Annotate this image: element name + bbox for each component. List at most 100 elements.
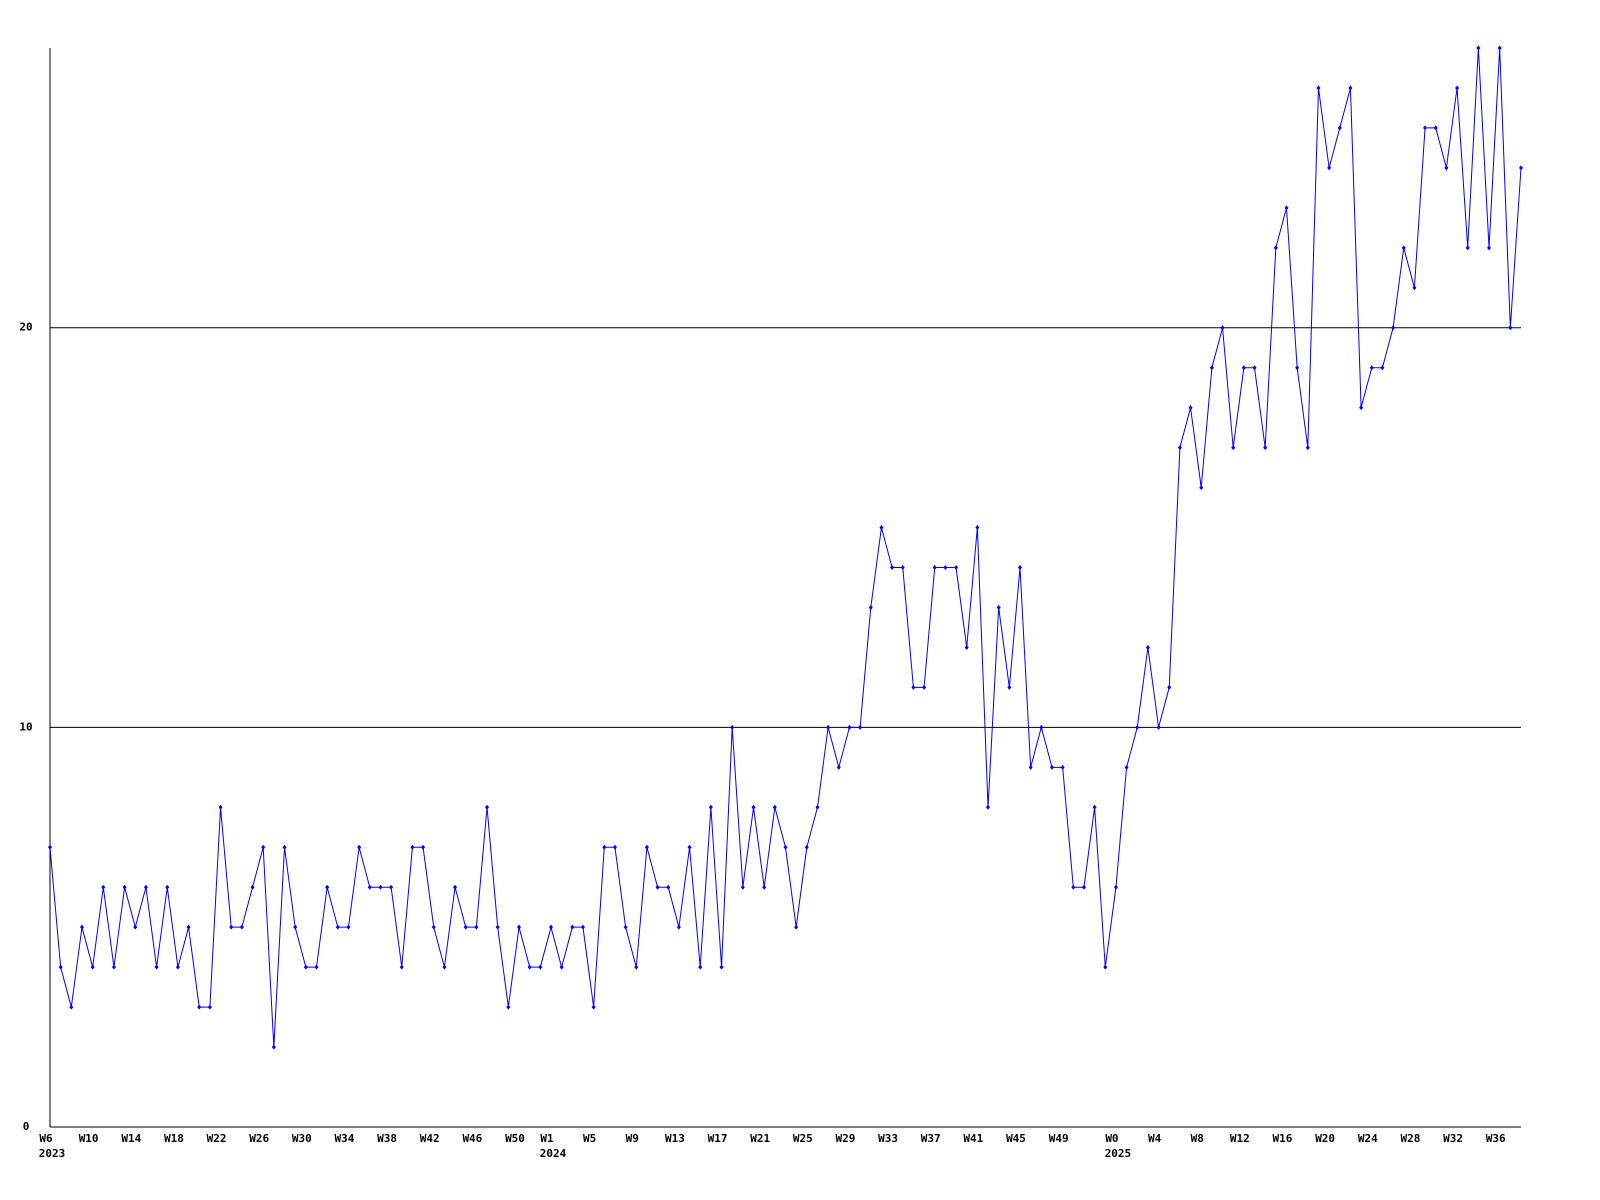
x-tick-label: W22 bbox=[207, 1132, 227, 1145]
data-point bbox=[1327, 165, 1332, 171]
x-tick-label: W49 bbox=[1049, 1132, 1069, 1145]
data-point bbox=[1231, 445, 1236, 451]
x-tick-label: W41 bbox=[963, 1132, 983, 1145]
data-point bbox=[868, 604, 873, 610]
x-tick-label: W26 bbox=[249, 1132, 269, 1145]
data-point bbox=[708, 804, 713, 810]
x-tick-label: W46 bbox=[462, 1132, 482, 1145]
data-point bbox=[1284, 205, 1289, 211]
data-point bbox=[335, 924, 340, 930]
data-point bbox=[612, 844, 617, 850]
data-point bbox=[367, 884, 372, 890]
data-point bbox=[175, 964, 180, 970]
data-point bbox=[453, 884, 458, 890]
data-point bbox=[911, 684, 916, 690]
data-point bbox=[1113, 884, 1118, 890]
x-tick-label: W0 bbox=[1105, 1132, 1118, 1145]
data-point bbox=[474, 924, 479, 930]
data-point bbox=[485, 804, 490, 810]
x-tick-label: W6 bbox=[39, 1132, 53, 1145]
data-point bbox=[548, 924, 553, 930]
x-tick-label: W8 bbox=[1191, 1132, 1204, 1145]
data-point bbox=[538, 964, 543, 970]
x-tick-label: W21 bbox=[750, 1132, 770, 1145]
data-point bbox=[250, 884, 255, 890]
data-point bbox=[1018, 565, 1023, 571]
data-point bbox=[1167, 684, 1172, 690]
data-point bbox=[261, 844, 266, 850]
data-point bbox=[932, 565, 937, 571]
data-point bbox=[239, 924, 244, 930]
data-point bbox=[719, 964, 724, 970]
x-tick-label: W13 bbox=[665, 1132, 685, 1145]
x-year-label: 2025 bbox=[1105, 1147, 1132, 1160]
data-point bbox=[282, 844, 287, 850]
data-point bbox=[996, 604, 1001, 610]
data-point bbox=[463, 924, 468, 930]
x-tick-label: W36 bbox=[1486, 1132, 1506, 1145]
x-tick-label: W32 bbox=[1443, 1132, 1463, 1145]
data-point bbox=[815, 804, 820, 810]
data-point bbox=[570, 924, 575, 930]
data-point bbox=[954, 565, 959, 571]
data-point bbox=[1049, 764, 1054, 770]
data-point bbox=[1252, 365, 1257, 371]
data-point bbox=[858, 724, 863, 730]
data-point bbox=[48, 844, 52, 850]
data-point bbox=[1124, 764, 1129, 770]
data-point bbox=[634, 964, 639, 970]
data-point bbox=[1028, 764, 1033, 770]
data-point bbox=[794, 924, 799, 930]
data-point bbox=[442, 964, 447, 970]
data-point bbox=[271, 1044, 276, 1050]
data-point bbox=[154, 964, 159, 970]
data-point bbox=[580, 924, 585, 930]
data-point bbox=[399, 964, 404, 970]
data-point bbox=[1103, 964, 1108, 970]
data-point bbox=[122, 884, 127, 890]
data-point bbox=[517, 924, 522, 930]
x-tick-label: W24 bbox=[1358, 1132, 1378, 1145]
data-point bbox=[1156, 724, 1161, 730]
data-point bbox=[527, 964, 532, 970]
data-point bbox=[1401, 245, 1406, 251]
x-tick-label: W5 bbox=[583, 1132, 596, 1145]
data-point bbox=[1199, 485, 1204, 491]
data-point bbox=[133, 924, 138, 930]
series-line bbox=[49, 47, 1522, 1048]
data-point bbox=[506, 1004, 511, 1010]
data-point bbox=[591, 1004, 596, 1010]
data-point bbox=[410, 844, 415, 850]
data-point bbox=[559, 964, 564, 970]
x-tick-label: W33 bbox=[878, 1132, 898, 1145]
data-point bbox=[1092, 804, 1097, 810]
data-point bbox=[1508, 325, 1513, 331]
data-point bbox=[325, 884, 330, 890]
data-point bbox=[1348, 85, 1353, 91]
data-point bbox=[847, 724, 852, 730]
data-point bbox=[1209, 365, 1214, 371]
data-point bbox=[207, 1004, 212, 1010]
data-point bbox=[293, 924, 298, 930]
data-point bbox=[1263, 445, 1268, 451]
data-point bbox=[943, 565, 948, 571]
data-point bbox=[751, 804, 756, 810]
data-point bbox=[1497, 45, 1502, 51]
data-point bbox=[687, 844, 692, 850]
data-point bbox=[826, 724, 831, 730]
data-point bbox=[964, 644, 969, 650]
data-point bbox=[1071, 884, 1076, 890]
x-tick-label: W4 bbox=[1148, 1132, 1162, 1145]
data-point bbox=[1391, 325, 1396, 331]
x-tick-label: W10 bbox=[79, 1132, 99, 1145]
data-point bbox=[1316, 85, 1321, 91]
data-point bbox=[1305, 445, 1310, 451]
data-point bbox=[1455, 85, 1460, 91]
data-point bbox=[1423, 125, 1428, 131]
data-point bbox=[1444, 165, 1449, 171]
data-point bbox=[218, 804, 223, 810]
data-point bbox=[602, 844, 607, 850]
data-point bbox=[1476, 45, 1481, 51]
data-point bbox=[229, 924, 234, 930]
